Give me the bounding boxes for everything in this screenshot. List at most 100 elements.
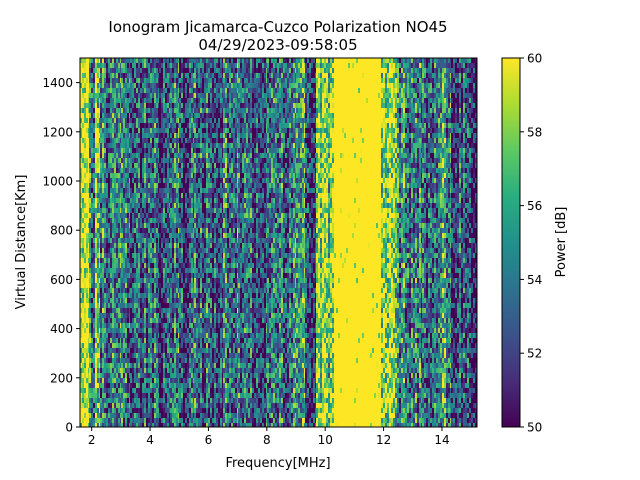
heatmap-cell (191, 193, 194, 199)
heatmap-cell (181, 378, 184, 384)
heatmap-cell (118, 283, 121, 289)
heatmap-cell (136, 148, 139, 154)
heatmap-cell (125, 173, 128, 179)
heatmap-cell (138, 218, 141, 224)
heatmap-cell (144, 253, 147, 259)
heatmap-cell (108, 408, 111, 414)
heatmap-cell (116, 113, 119, 119)
heatmap-cell (179, 58, 182, 64)
heatmap-cell (146, 128, 149, 134)
heatmap-cell (97, 358, 100, 364)
heatmap-cell (185, 163, 188, 169)
heatmap-cell (95, 273, 98, 279)
heatmap-cell (91, 418, 94, 424)
heatmap-cell (80, 268, 83, 274)
heatmap-cell (125, 358, 128, 364)
heatmap-cell (130, 293, 133, 299)
heatmap-cell (100, 393, 103, 399)
heatmap-cell (148, 183, 151, 189)
heatmap-cell (82, 188, 85, 194)
heatmap-cell (196, 158, 199, 164)
heatmap-cell (172, 318, 175, 324)
heatmap-cell (125, 303, 128, 309)
heatmap-cell (125, 298, 128, 304)
heatmap-cell (172, 88, 175, 94)
heatmap-cell (134, 348, 137, 354)
heatmap-cell (80, 388, 83, 394)
heatmap-cell (104, 328, 107, 334)
heatmap-cell (196, 363, 199, 369)
heatmap-cell (170, 133, 173, 139)
heatmap-cell (165, 228, 168, 234)
heatmap-cell (189, 88, 192, 94)
heatmap-cell (146, 423, 149, 427)
heatmap-cell (185, 403, 188, 409)
heatmap-cell (154, 193, 157, 199)
heatmap-cell (97, 253, 100, 259)
heatmap-cell (172, 348, 175, 354)
heatmap-cell (82, 153, 85, 159)
heatmap-cell (134, 78, 137, 84)
heatmap-cell (161, 353, 164, 359)
heatmap-cell (132, 158, 135, 164)
heatmap-cell (183, 283, 186, 289)
heatmap-cell (154, 143, 157, 149)
heatmap-cell (86, 68, 89, 74)
heatmap-cell (104, 378, 107, 384)
heatmap-cell (163, 143, 166, 149)
heatmap-cell (189, 128, 192, 134)
heatmap-cell (100, 378, 103, 384)
heatmap-cell (156, 283, 159, 289)
heatmap-cell (163, 373, 166, 379)
heatmap-cell (156, 243, 159, 249)
heatmap-cell (89, 148, 92, 154)
heatmap-cell (125, 183, 128, 189)
heatmap-cell (167, 148, 170, 154)
heatmap-cell (150, 338, 153, 344)
heatmap-cell (89, 338, 92, 344)
heatmap-cell (179, 73, 182, 79)
heatmap-cell (161, 153, 164, 159)
heatmap-cell (154, 78, 157, 84)
heatmap-cell (80, 263, 83, 269)
heatmap-cell (161, 128, 164, 134)
heatmap-cell (134, 238, 137, 244)
heatmap-cell (114, 328, 117, 334)
heatmap-cell (179, 158, 182, 164)
heatmap-cell (198, 308, 201, 314)
heatmap-cell (112, 403, 115, 409)
heatmap-cell (187, 223, 190, 229)
heatmap-cell (159, 418, 162, 424)
heatmap-cell (185, 418, 188, 424)
heatmap-cell (102, 148, 105, 154)
heatmap-cell (161, 418, 164, 424)
heatmap-cell (181, 163, 184, 169)
heatmap-cell (189, 318, 192, 324)
heatmap-cell (156, 328, 159, 334)
heatmap-cell (144, 368, 147, 374)
heatmap-cell (100, 248, 103, 254)
heatmap-cell (84, 218, 87, 224)
heatmap-cell (138, 393, 141, 399)
heatmap-cell (127, 153, 130, 159)
heatmap-cell (156, 333, 159, 339)
heatmap-cell (97, 328, 100, 334)
heatmap-cell (144, 413, 147, 419)
heatmap-cell (123, 168, 126, 174)
heatmap-cell (189, 273, 192, 279)
heatmap-cell (82, 248, 85, 254)
heatmap-cell (196, 243, 199, 249)
heatmap-cell (84, 243, 87, 249)
heatmap-cell (152, 298, 155, 304)
heatmap-cell (84, 293, 87, 299)
heatmap-cell (93, 88, 96, 94)
heatmap-cell (110, 88, 113, 94)
heatmap-cell (189, 198, 192, 204)
heatmap-cell (142, 98, 145, 104)
heatmap-cell (89, 133, 92, 139)
heatmap-cell (165, 363, 168, 369)
heatmap-cell (93, 98, 96, 104)
heatmap-cell (152, 288, 155, 294)
heatmap-cell (136, 323, 139, 329)
heatmap-cell (156, 288, 159, 294)
